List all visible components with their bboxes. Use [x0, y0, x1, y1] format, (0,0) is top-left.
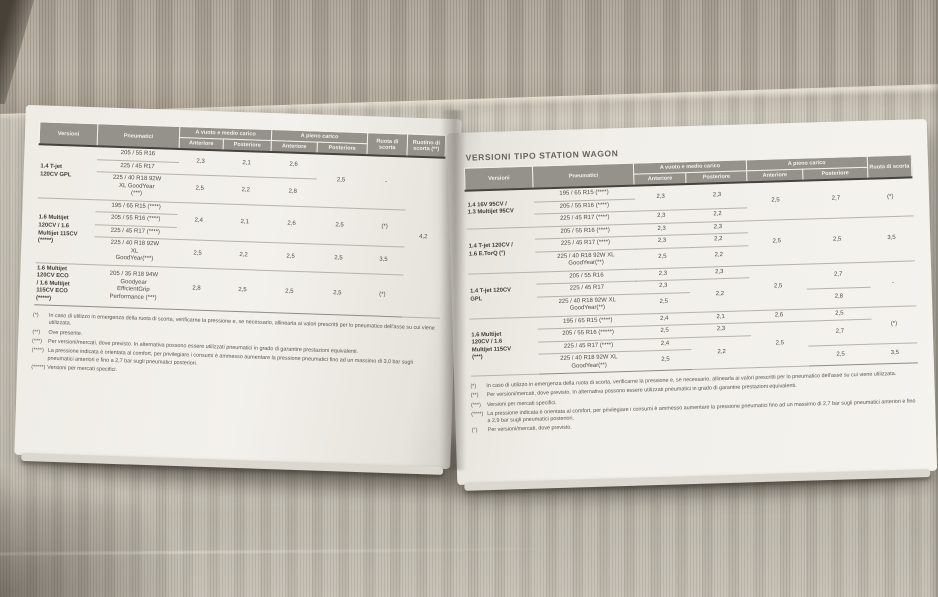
version-cell: 1.6 Multijet 120CV / 1.6 Multijet 115CV …	[35, 197, 96, 265]
pressure-value-cell: 2,3	[634, 184, 688, 212]
column-header: Ruota di scorta	[366, 132, 408, 157]
manual-page-left: Versioni Pneumatici A vuoto e medio carico…	[14, 104, 462, 470]
footnote-marker: (***)	[31, 338, 43, 345]
column-header: Versioni	[39, 121, 98, 147]
pressure-value-cell: 2,2	[219, 240, 268, 270]
pressure-value-cell: -	[365, 155, 407, 210]
pressure-value-cell: 2,2	[688, 245, 750, 268]
pressure-value-cell: 2,2	[221, 175, 271, 205]
footnote-marker: (*)	[470, 383, 477, 390]
pressure-value-cell: 2,4	[176, 201, 222, 241]
footnote-marker: (*****)	[31, 364, 46, 371]
pressure-value-cell: 2,6	[270, 152, 317, 180]
pressure-value-cell: 2,5	[836, 351, 845, 358]
right-edge-shade	[928, 0, 938, 597]
tyre-pressure-table-left: Versioni Pneumatici A vuoto e medio carico…	[33, 121, 447, 319]
version-cell: 1.6 Multijet 120CV ECO / 1.6 Multijet 11…	[33, 262, 94, 307]
pressure-value-cell: 3,5	[890, 349, 900, 356]
pressure-value-cell: 2,5	[749, 263, 807, 311]
pressure-value-cell: 2,7	[805, 261, 871, 289]
tyre-pressure-table-right: Versioni Pneumatici A vuoto e medio carico…	[463, 154, 918, 377]
column-header: Pneumatici	[97, 123, 180, 149]
pressure-value-cell: 2,5	[751, 321, 809, 368]
pressure-value-cell: 2,5	[267, 242, 314, 272]
footnote-marker: (***)	[470, 401, 481, 409]
tyre-size-cell: 225 / 40 R18 92W XL GoodYear (***)	[95, 171, 179, 202]
pressure-value-cell: (*)	[867, 177, 914, 217]
version-cell: 1.4 T-jet 120CV GPL	[37, 144, 98, 200]
pressure-value-cell: 2,5	[313, 243, 364, 274]
footnotes-right: (*) In caso di utilizzo in emergenza dell…	[470, 370, 921, 435]
version-cell: 1.4 16V 95CV / 1.3 Multijet 95CV	[465, 188, 535, 229]
tyre-size-cell: 225 / 40 R18 92W XL GoodYear(***)	[93, 236, 177, 267]
pressure-value-cell: 3,5	[363, 245, 404, 275]
footnote-marker: (**)	[32, 328, 41, 336]
pressure-value-cell: 2,6	[267, 204, 316, 244]
pressure-value-cell: -	[870, 260, 916, 307]
pressure-value-cell: 2,5	[804, 216, 871, 264]
pressure-value-cell: 2,7	[803, 178, 869, 219]
version-cell: 1.4 T-jet 120CV / 1.6 E.TorQ (°)	[466, 226, 536, 274]
pressure-value-cell: 2,8	[269, 177, 317, 207]
footnote-marker: (****)	[471, 411, 484, 418]
footnote-marker: (**)	[470, 392, 479, 399]
pressure-value-cell: 2,5	[177, 174, 223, 204]
pressure-value-cell: 4,2	[401, 156, 445, 319]
pressure-value-cell: 2,5	[746, 180, 805, 221]
column-header: Pneumatici	[532, 163, 635, 189]
pressure-value-cell: 2,5	[747, 218, 806, 266]
column-header: Versioni	[464, 166, 534, 191]
pressure-value-cell: 2,3	[178, 148, 224, 176]
pressure-value-cell: 2,2	[689, 277, 751, 313]
pressure-value-cell: 2,5	[265, 269, 314, 315]
manual-page-right: VERSIONI TIPO STATION WAGON Versioni Pneu…	[446, 118, 938, 486]
pressure-value-cell: (*)	[871, 305, 917, 345]
version-cell: 1.6 Multijet 120CV / 1.6 Multijet 115CV …	[468, 316, 540, 377]
footnote-marker: (°)	[471, 427, 478, 435]
bottom-left-shadow	[0, 467, 190, 597]
pressure-value-cell: 2,3	[686, 182, 748, 210]
pressure-value-cell: 2,5	[661, 356, 670, 363]
footnotes-left: (*) In caso di utilizzo in emergenza dell…	[31, 312, 445, 385]
pressure-value-cell: 2,5	[313, 206, 366, 246]
tyre-size-cell: 205 / 35 R18 94W Goodyear EfficientGrip …	[91, 264, 176, 310]
pressure-value-cell: 3,5	[868, 215, 915, 262]
pressure-value-cell: 2,8	[173, 266, 220, 311]
pressure-value-cell: 2,5	[315, 153, 367, 209]
pressure-value-cell: (*)	[361, 273, 404, 318]
pressure-value-cell: 2,7	[807, 319, 873, 347]
pressure-value-cell: 2,8	[806, 286, 872, 309]
pressure-value-cell: 2,5	[217, 268, 268, 313]
pressure-value-cell: 2,2	[691, 335, 753, 370]
footnote-marker: (*)	[32, 312, 39, 319]
tyre-size-cell: 225 / 40 R18 92W XL GoodYear(**)	[560, 354, 618, 370]
pressure-value-cell: 2,5	[175, 239, 221, 269]
pressure-value-cell: 2,1	[220, 203, 270, 243]
pressure-value-cell: 2,5	[311, 271, 364, 316]
footnote-marker: (****)	[31, 347, 44, 354]
column-header: Ruota di scorta	[866, 154, 912, 179]
pressure-value-cell: 2,5	[637, 292, 691, 314]
pressure-value-cell: 2,5	[636, 247, 689, 269]
pressure-value-cell: (*)	[363, 208, 406, 247]
version-cell: 1.4 T-jet 120CV GPL	[467, 271, 538, 319]
book-spine-shadow	[440, 110, 466, 470]
pressure-value-cell: 2,1	[222, 150, 271, 178]
